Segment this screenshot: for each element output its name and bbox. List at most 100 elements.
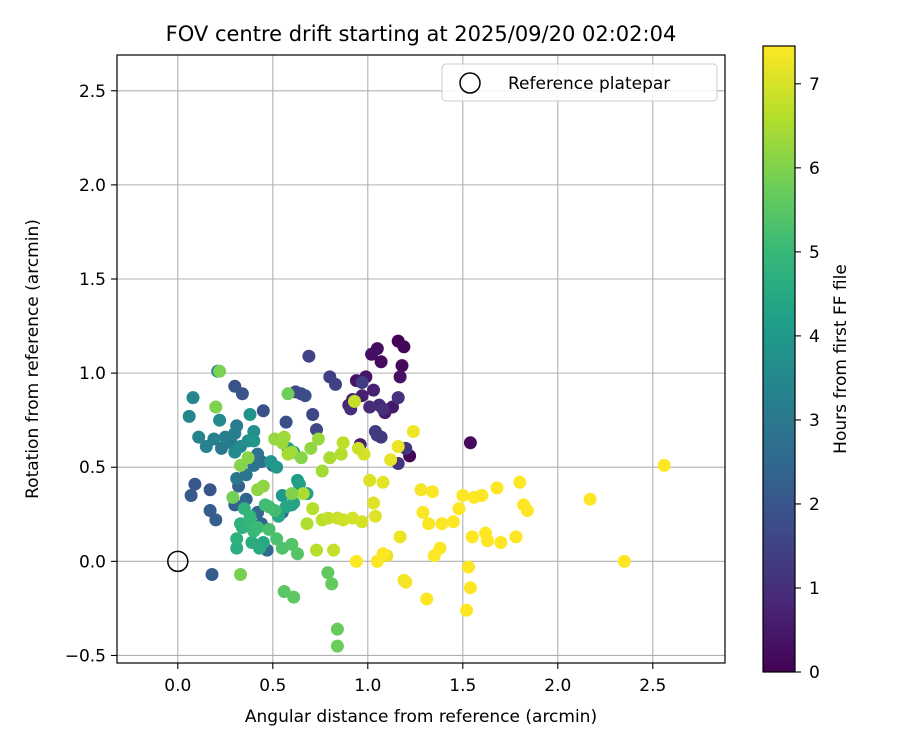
scatter-point <box>203 483 217 497</box>
scatter-point <box>300 517 314 531</box>
scatter-point <box>330 639 344 653</box>
x-tick-label: 2.0 <box>544 676 571 696</box>
scatter-point <box>304 441 318 455</box>
scatter-point <box>279 415 293 429</box>
scatter-point <box>657 458 671 472</box>
scatter-point <box>285 487 299 501</box>
scatter-point <box>393 370 407 384</box>
scatter-point <box>435 517 449 531</box>
scatter-point <box>321 511 335 525</box>
colorbar-tick-label: 2 <box>809 495 820 515</box>
scatter-point <box>230 541 244 555</box>
scatter-point <box>268 504 282 517</box>
scatter-point <box>494 536 508 549</box>
y-axis-label: Rotation from reference (arcmin) <box>23 219 43 499</box>
scatter-point <box>205 568 219 581</box>
scatter-point <box>302 349 316 363</box>
y-tick-label: 2.5 <box>79 82 106 102</box>
scatter-point <box>243 509 257 523</box>
scatter-point <box>279 500 293 514</box>
scatter-point <box>262 522 276 536</box>
x-tick-label: 1.5 <box>449 676 476 696</box>
colorbar-ticks: 0 1 2 3 4 5 6 7 <box>795 75 820 683</box>
colorbar-tick-label: 0 <box>809 663 820 683</box>
scatter-point <box>513 475 527 489</box>
scatter-point <box>186 391 200 405</box>
scatter-point <box>355 376 369 389</box>
scatter-point <box>241 451 255 465</box>
scatter-point <box>226 490 240 504</box>
scatter-point <box>416 505 430 519</box>
scatter-point <box>203 504 217 517</box>
scatter-point <box>270 532 284 546</box>
colorbar-tick-label: 1 <box>809 579 820 599</box>
scatter-point <box>218 430 232 444</box>
scatter-point <box>315 464 329 478</box>
scatter-point <box>349 554 363 568</box>
scatter-point <box>397 340 411 354</box>
colorbar-gradient <box>763 46 795 672</box>
scatter-point <box>182 409 196 423</box>
scatter-point <box>348 394 361 408</box>
scatter-point <box>520 504 534 517</box>
scatter-point <box>391 391 405 405</box>
scatter-point <box>456 489 470 502</box>
scatter-point <box>391 440 405 453</box>
scatter-point <box>184 489 198 502</box>
scatter-point <box>393 530 407 544</box>
scatter-point <box>376 475 390 489</box>
scatter-point <box>351 441 365 455</box>
scatter-point <box>481 534 494 548</box>
scatter-point <box>395 359 409 373</box>
scatter-point <box>213 364 227 378</box>
scatter-point <box>287 590 301 604</box>
scatter-point <box>192 430 206 444</box>
scatter-point <box>365 347 379 361</box>
scatter-point <box>209 513 223 527</box>
scatter-point <box>363 400 377 414</box>
scatter-point <box>422 517 436 531</box>
scatter-point <box>310 543 323 557</box>
scatter-point <box>414 483 428 497</box>
y-tick-label: 0.5 <box>79 458 106 478</box>
scatter-point <box>325 577 339 591</box>
colorbar-tick-label: 3 <box>809 411 820 431</box>
scatter-point <box>277 430 291 444</box>
scatter-point <box>446 515 460 529</box>
scatter-point <box>285 537 299 551</box>
scatter-point <box>465 530 479 544</box>
legend-box <box>441 63 718 102</box>
y-tick-label: −0.5 <box>65 646 106 666</box>
plot-frame <box>116 54 726 664</box>
colorbar-frame <box>762 45 796 673</box>
scatter-point <box>425 485 439 499</box>
scatter-point <box>330 622 344 636</box>
legend: Reference platepar <box>441 63 718 102</box>
scatter-point <box>475 489 489 502</box>
scatter-point <box>433 541 447 555</box>
y-tick-label: 1.0 <box>79 364 106 384</box>
scatter-point <box>376 402 390 416</box>
scatter-point <box>306 502 320 516</box>
scatter-point <box>334 447 348 461</box>
y-tick-label: 2.0 <box>79 176 106 196</box>
scatter-point <box>463 436 477 450</box>
scatter-point <box>463 581 477 595</box>
x-tick-label: 0.0 <box>164 676 191 696</box>
scatter-point <box>583 492 597 506</box>
scatter-point <box>368 425 382 438</box>
scatter-point <box>230 532 244 546</box>
scatter-point <box>247 425 261 438</box>
colorbar-tick-label: 4 <box>809 327 820 347</box>
scatter-point <box>370 554 384 568</box>
scatter-point <box>256 404 270 418</box>
scatter-point <box>329 377 342 391</box>
scatter-point <box>256 479 270 493</box>
scatter-point <box>215 441 228 455</box>
scatter-point <box>199 440 213 453</box>
scatter-point <box>490 481 504 495</box>
colorbar-tick-label: 5 <box>809 243 820 263</box>
scatter-point <box>281 447 295 461</box>
scatter-point <box>247 434 261 448</box>
